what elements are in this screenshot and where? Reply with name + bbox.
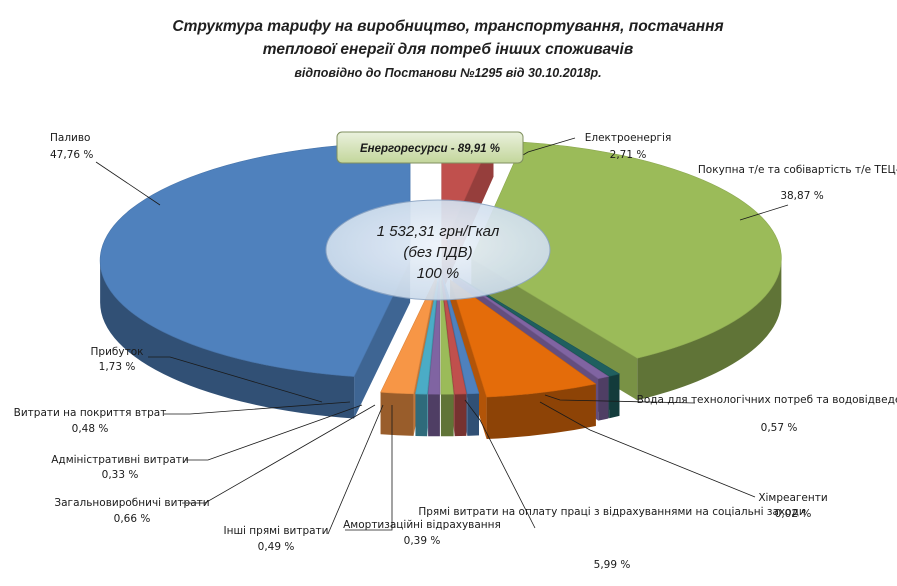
leader-admin: [185, 404, 363, 461]
slice-amortization-rim: [467, 393, 480, 436]
slice-other_direct-top: [441, 276, 467, 395]
center-vat-note: (без ПДВ): [403, 244, 472, 261]
slice-fuel-top: [99, 142, 411, 377]
slice-fuel-side-0: [354, 260, 411, 419]
leader-amortization: [345, 405, 393, 531]
label-chemicals: Хімреагенти 0,02 %: [758, 492, 827, 520]
center-total: 1 532,31 грн/Гкал (без ПДВ) 100 %: [325, 199, 551, 301]
label-purchased-value: 38,87 %: [780, 190, 823, 202]
label-chemicals-value: 0,02 %: [775, 508, 812, 520]
leader-water: [544, 394, 696, 404]
slice-other_direct-rim: [454, 393, 467, 437]
slice-amortization-top: [442, 276, 480, 395]
slice-admin: [427, 276, 441, 437]
label-salaries-name: Прямі витрати на оплату праці з відрахув…: [418, 506, 805, 518]
label-purchased: Покупна т/е та собівартість т/е ТЕЦ-3 38…: [698, 164, 897, 202]
slice-salaries-rim: [486, 384, 596, 440]
label-amortization-value: 0,39 %: [404, 535, 441, 547]
leader-lines: [95, 137, 789, 535]
slice-salaries-top: [449, 279, 597, 398]
label-profit: Прибуток 1,73 %: [91, 346, 144, 373]
leader-chemicals: [539, 401, 756, 498]
leader-general: [182, 404, 376, 504]
slice-admin-rim: [428, 394, 440, 437]
callout-text: Енергоресурси - 89,91 %: [360, 143, 500, 155]
label-electricity-name: Електроенергія: [585, 132, 672, 144]
slice-fuel-rim: [100, 260, 355, 419]
label-general: Загальновиробничі витрати 0,66 %: [54, 497, 209, 525]
center-ellipse: [325, 199, 551, 301]
label-losses-name: Витрати на покриття втрат: [14, 407, 167, 419]
slice-purchased-top: [470, 141, 782, 359]
slice-profit-top: [380, 276, 437, 395]
leader-profit: [148, 356, 323, 403]
leader-other-direct: [327, 404, 384, 535]
label-fuel-name: Паливо: [50, 132, 90, 144]
callout-box: [336, 131, 524, 164]
leader-purchased: [739, 204, 789, 221]
label-electricity: Електроенергія 2,71 %: [585, 132, 672, 161]
chart-subtitle: відповідно до Постанови №1295 від 30.10.…: [294, 66, 601, 80]
label-water-name: Вода для технологічних потреб та водовід…: [637, 394, 897, 406]
label-general-value: 0,66 %: [114, 513, 151, 525]
slice-general_prod-rim: [440, 394, 454, 437]
label-profit-name: Прибуток: [91, 346, 144, 358]
slice-water-rim: [609, 373, 620, 419]
leader-losses: [164, 401, 351, 415]
chart-title-line1: Структура тарифу на виробництво, транспо…: [172, 18, 723, 35]
slice-general_prod-top: [440, 276, 454, 395]
label-purchased-name: Покупна т/е та собівартість т/е ТЕЦ-3: [698, 164, 897, 176]
label-salaries: Прямі витрати на оплату праці з відрахув…: [418, 506, 805, 571]
slice-purchased-rim: [637, 258, 782, 401]
label-amortization: Амортизаційні відрахування 0,39 %: [343, 519, 501, 547]
slice-general_prod: [440, 276, 454, 437]
energy-resources-callout: Енергоресурси - 89,91 %: [336, 131, 524, 164]
label-profit-value: 1,73 %: [99, 361, 136, 373]
chart-title-line2: теплової енергії для потреб інших спожив…: [263, 41, 633, 58]
label-fuel-value: 47,76 %: [50, 149, 93, 161]
label-other-direct-name: Інші прямі витрати: [223, 525, 328, 537]
label-water-value: 0,57 %: [761, 422, 798, 434]
label-other-direct: Інші прямі витрати 0,49 %: [223, 525, 328, 553]
pie-slices: [99, 132, 782, 440]
leader-fuel: [95, 161, 161, 206]
center-percent: 100 %: [417, 265, 460, 282]
label-water: Вода для технологічних потреб та водовід…: [637, 394, 897, 434]
label-losses: Витрати на покриття втрат 0,48 %: [14, 407, 167, 435]
label-admin-name: Адміністративні витрати: [51, 454, 188, 466]
label-admin-value: 0,33 %: [102, 469, 139, 481]
label-amortization-name: Амортизаційні відрахування: [343, 519, 501, 531]
slice-losses-rim: [415, 393, 428, 437]
label-fuel: Паливо 47,76 %: [50, 132, 93, 161]
label-losses-value: 0,48 %: [72, 423, 109, 435]
slice-admin-top: [427, 276, 441, 395]
slice-chemicals-rim: [598, 376, 609, 421]
label-salaries-value: 5,99 %: [594, 559, 631, 571]
label-other-direct-value: 0,49 %: [258, 541, 295, 553]
leader-salaries: [464, 399, 536, 529]
label-electricity-value: 2,71 %: [610, 149, 647, 161]
label-general-name: Загальновиробничі витрати: [54, 497, 209, 509]
center-amount: 1 532,31 грн/Гкал: [377, 223, 500, 240]
slice-fuel: [99, 142, 411, 419]
slice-profit-rim: [380, 392, 414, 436]
label-admin: Адміністративні витрати 0,33 %: [51, 454, 188, 481]
slice-losses-top: [415, 276, 439, 395]
slice-chemicals-top: [452, 274, 610, 379]
label-chemicals-name: Хімреагенти: [758, 492, 827, 504]
slice-water-top: [453, 273, 621, 377]
